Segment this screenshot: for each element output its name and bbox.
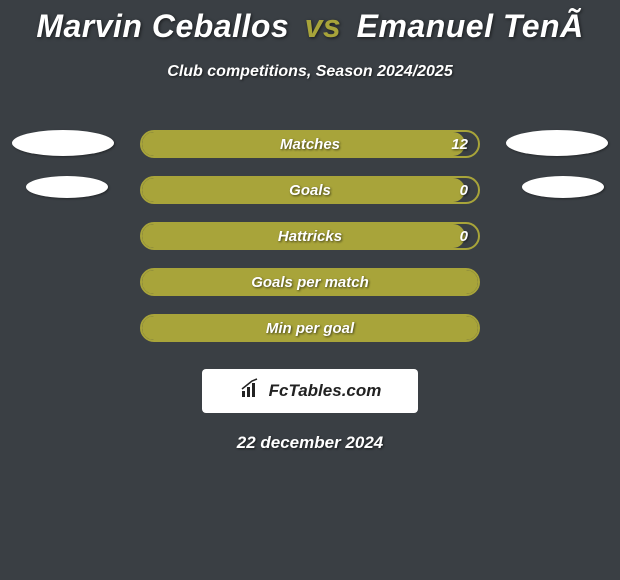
left-side — [12, 176, 122, 204]
stat-bar: Hattricks0 — [140, 222, 480, 250]
stat-row: Matches12 — [0, 121, 620, 167]
stat-bar: Goals0 — [140, 176, 480, 204]
player2-ellipse — [506, 130, 608, 156]
left-side — [12, 314, 122, 342]
right-side — [498, 222, 608, 250]
right-side — [498, 268, 608, 296]
page-title: Marvin Ceballos vs Emanuel TenÃ — [0, 8, 620, 45]
source-badge: FcTables.com — [202, 369, 418, 413]
badge-text: FcTables.com — [269, 381, 382, 401]
right-side — [498, 314, 608, 342]
vs-text: vs — [305, 8, 342, 44]
stat-bar-fill — [142, 178, 465, 202]
stat-bar-fill — [142, 224, 465, 248]
left-side — [12, 268, 122, 296]
stats-rows: Matches12 Goals0 Hattricks0 Goals per match… — [0, 121, 620, 351]
stat-bar: Matches12 — [140, 130, 480, 158]
left-side — [12, 222, 122, 250]
player2-ellipse — [522, 176, 604, 198]
stat-bar: Goals per match — [140, 268, 480, 296]
player1-name: Marvin Ceballos — [36, 8, 289, 44]
infographic-container: Marvin Ceballos vs Emanuel TenÃ Club com… — [0, 0, 620, 453]
subtitle: Club competitions, Season 2024/2025 — [0, 63, 620, 81]
right-side — [498, 176, 608, 204]
chart-icon — [239, 377, 263, 406]
stat-row: Hattricks0 — [0, 213, 620, 259]
player2-name: Emanuel TenÃ — [357, 8, 584, 44]
stat-row: Goals per match — [0, 259, 620, 305]
stat-row: Min per goal — [0, 305, 620, 351]
player1-ellipse — [12, 130, 114, 156]
stat-bar-fill — [142, 316, 478, 340]
stat-bar-fill — [142, 270, 478, 294]
stat-bar: Min per goal — [140, 314, 480, 342]
player1-ellipse — [26, 176, 108, 198]
stat-row: Goals0 — [0, 167, 620, 213]
stat-bar-fill — [142, 132, 465, 156]
left-side — [12, 130, 122, 158]
date-text: 22 december 2024 — [0, 433, 620, 453]
right-side — [498, 130, 608, 158]
